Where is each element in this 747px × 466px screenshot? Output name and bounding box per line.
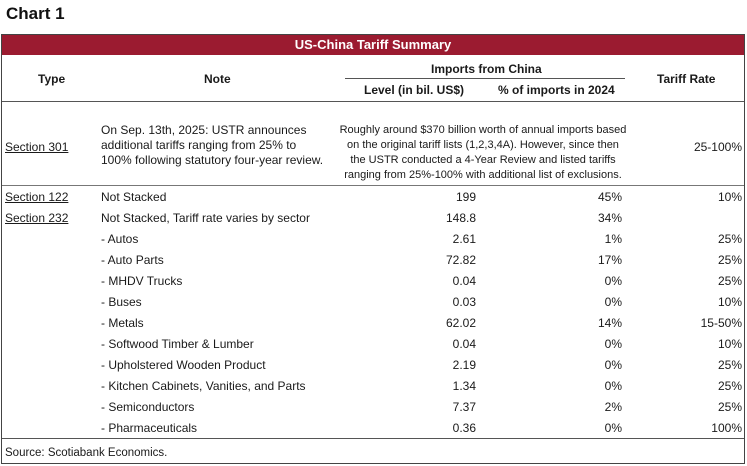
section-301-note: On Sep. 13th, 2025: USTR announces addit…: [101, 123, 324, 167]
source-note: Source: Scotiabank Economics.: [5, 447, 168, 459]
row-level: 0.04: [452, 274, 476, 288]
row-type-link[interactable]: Section 232: [5, 211, 69, 225]
row-pct: 0%: [604, 274, 622, 288]
row-rate: 10%: [717, 190, 742, 204]
row-note: Not Stacked, Tariff rate varies by secto…: [101, 211, 310, 225]
row-level: 0.04: [452, 337, 476, 351]
row-note: - Softwood Timber & Lumber: [101, 337, 254, 351]
row-pct: 34%: [597, 211, 622, 225]
row-pct: 2%: [604, 400, 622, 414]
chart-label: Chart 1: [6, 4, 65, 23]
header-level: Level (in bil. US$): [364, 83, 465, 97]
row-level: 199: [455, 190, 476, 204]
row-pct: 45%: [597, 190, 622, 204]
row-note: - Pharmaceuticals: [101, 421, 198, 435]
row-level: 0.36: [452, 421, 476, 435]
row-rate: 25%: [717, 358, 742, 372]
row-note: - Buses: [101, 295, 142, 309]
header-imports-group: Imports from China: [431, 62, 542, 76]
header-type: Type: [38, 72, 66, 86]
row-note: - Metals: [101, 316, 144, 330]
section-301-divider: [2, 185, 744, 186]
row-rate: 10%: [717, 295, 742, 309]
row-pct: 0%: [604, 358, 622, 372]
row-level: 2.19: [452, 358, 476, 372]
row-note: - Auto Parts: [101, 253, 164, 267]
header-note: Note: [204, 72, 231, 86]
imports-group-underline: [345, 78, 625, 79]
row-pct: 14%: [597, 316, 622, 330]
row-pct: 0%: [604, 337, 622, 351]
row-level: 2.61: [452, 232, 476, 246]
row-rate: 25%: [717, 274, 742, 288]
row-rate: 25%: [717, 400, 742, 414]
row-rate: 10%: [717, 337, 742, 351]
table-frame: [1, 34, 745, 464]
row-note: - Upholstered Wooden Product: [101, 358, 266, 372]
header-divider: [2, 101, 744, 102]
row-level: 0.03: [452, 295, 476, 309]
section-301-imports-note: Roughly around $370 billion worth of ann…: [339, 124, 627, 181]
row-note: - Autos: [101, 232, 139, 246]
header-tariff-rate: Tariff Rate: [657, 72, 716, 86]
row-rate: 100%: [711, 421, 742, 435]
header-pct: % of imports in 2024: [498, 83, 615, 97]
row-level: 148.8: [445, 211, 476, 225]
row-note: - MHDV Trucks: [101, 274, 183, 288]
row-rate: 15-50%: [700, 316, 742, 330]
section-301-link[interactable]: Section 301: [5, 140, 69, 154]
row-rate: 25%: [717, 253, 742, 267]
footer-divider: [2, 438, 744, 439]
row-pct: 1%: [604, 232, 622, 246]
row-note: Not Stacked: [101, 190, 167, 204]
row-level: 7.37: [452, 400, 476, 414]
row-level: 62.02: [445, 316, 476, 330]
row-level: 1.34: [452, 379, 476, 393]
row-note: - Semiconductors: [101, 400, 195, 414]
row-note: - Kitchen Cabinets, Vanities, and Parts: [101, 379, 306, 393]
row-rate: 25%: [717, 232, 742, 246]
section-301-rate: 25-100%: [693, 140, 742, 154]
row-rate: 25%: [717, 379, 742, 393]
row-pct: 0%: [604, 421, 622, 435]
row-level: 72.82: [445, 253, 476, 267]
row-type-link[interactable]: Section 122: [5, 190, 69, 204]
row-pct: 0%: [604, 295, 622, 309]
row-pct: 0%: [604, 379, 622, 393]
row-pct: 17%: [597, 253, 622, 267]
table-title: US-China Tariff Summary: [2, 35, 744, 55]
